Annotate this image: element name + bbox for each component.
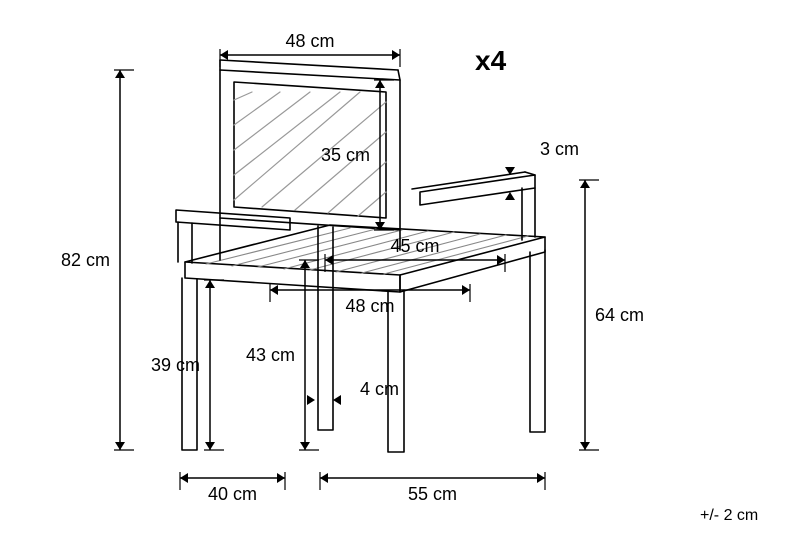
dim-label-leg_height: 39 cm [151,355,200,375]
dim-total_height: 82 cm [61,70,134,450]
dim-label-foot_depth: 40 cm [208,484,257,504]
dim-leg_height: 39 cm [151,280,224,450]
diagram-canvas: x4 +/- 2 cm 82 cm 43 cm 35 cm 39 cm 64 cm 48 … [0,0,800,533]
callout-arm-thickness [505,167,515,200]
dim-label-top_width: 48 cm [285,31,334,51]
dim-arm_thickness: 3 cm [540,139,579,159]
dim-back_height: 35 cm [321,80,394,230]
dim-label-seat_height: 43 cm [246,345,295,365]
dim-arm_to_floor: 64 cm [579,180,644,450]
chair-dimension-svg: x4 +/- 2 cm 82 cm 43 cm 35 cm 39 cm 64 cm 48 … [0,0,800,533]
dim-label-leg_thickness: 4 cm [360,379,399,399]
dim-seat_height: 43 cm [246,260,319,450]
dim-label-arm_to_floor: 64 cm [595,305,644,325]
dim-label-seat_width: 48 cm [345,296,394,316]
dim-foot_depth: 40 cm [180,472,285,504]
dim-seat_width: 48 cm [270,284,470,316]
dim-label-back_height: 35 cm [321,145,370,165]
dim-foot_width: 55 cm [320,472,545,504]
tolerance-label: +/- 2 cm [700,507,758,524]
callout-leg-thickness [307,395,341,405]
dim-label-foot_width: 55 cm [408,484,457,504]
quantity-label: x4 [475,45,507,76]
dim-label-seat_depth: 45 cm [390,236,439,256]
dim-leg_thickness: 4 cm [360,379,399,399]
dim-label-arm_thickness: 3 cm [540,139,579,159]
dim-label-total_height: 82 cm [61,250,110,270]
